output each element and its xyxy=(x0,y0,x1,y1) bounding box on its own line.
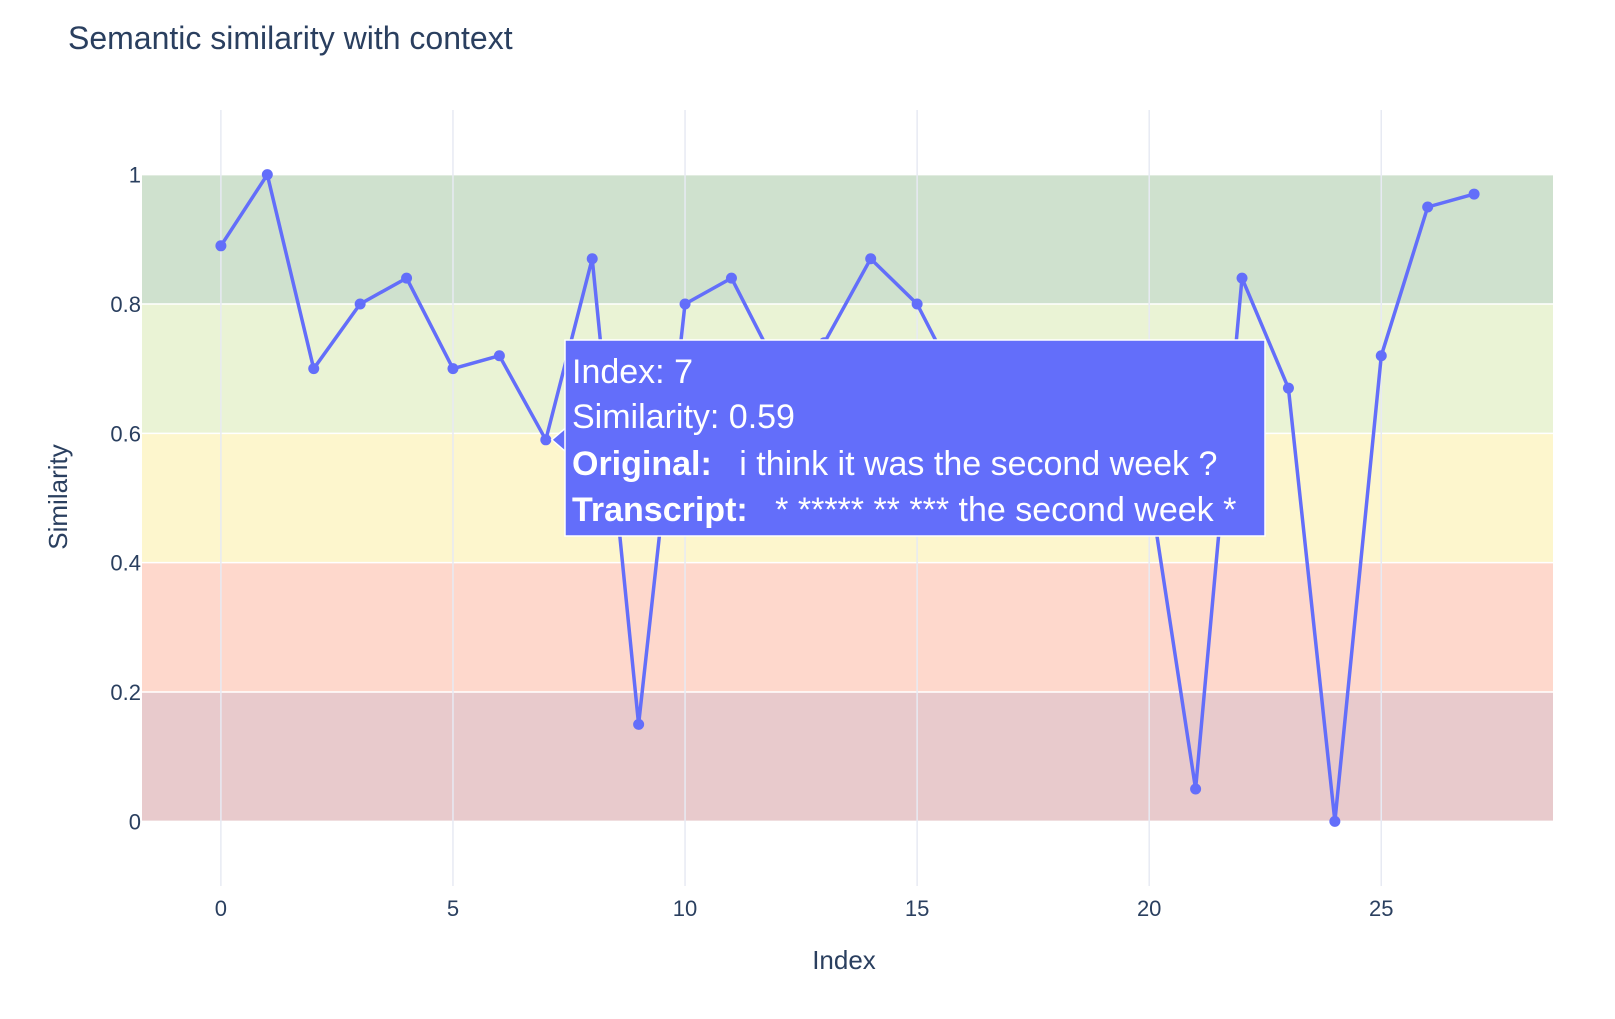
data-point-9 xyxy=(633,718,645,730)
x-tick-label-2: 10 xyxy=(673,896,697,921)
y-axis-ticks: 0 0.2 0.4 0.6 0.8 1 xyxy=(110,163,141,835)
tooltip-transcript-text: * ***** ** *** the second week * xyxy=(775,491,1236,529)
x-tick-label-4: 20 xyxy=(1137,896,1161,921)
y-tick-label-1: 0.2 xyxy=(110,680,141,705)
band-0 xyxy=(142,174,1553,304)
data-point-7 xyxy=(540,434,552,446)
data-point-26 xyxy=(1422,201,1434,213)
data-point-3 xyxy=(354,298,366,310)
data-point-23 xyxy=(1282,382,1294,394)
tooltip-original-text: i think it was the second week ? xyxy=(739,445,1217,483)
tooltip-index: Index: 7 xyxy=(572,353,693,391)
x-tick-label-3: 15 xyxy=(905,896,929,921)
data-point-6 xyxy=(493,350,505,362)
x-tick-label-0: 0 xyxy=(215,896,227,921)
x-tick-label-1: 5 xyxy=(447,896,459,921)
tooltip-similarity: Similarity: 0.59 xyxy=(572,398,795,436)
data-point-8 xyxy=(586,253,598,265)
data-point-5 xyxy=(447,363,459,375)
x-axis-ticks: 0 5 10 15 20 25 xyxy=(215,896,1394,921)
y-tick-label-3: 0.6 xyxy=(110,421,141,446)
tooltip-transcript-label: Transcript: xyxy=(572,491,748,529)
tooltip-box xyxy=(564,339,1266,537)
data-point-27 xyxy=(1468,188,1480,200)
x-axis-title: Index xyxy=(812,945,876,975)
chart-title: Semantic similarity with context xyxy=(68,20,513,56)
x-tick-label-5: 25 xyxy=(1369,896,1393,921)
data-point-11 xyxy=(725,272,737,284)
y-tick-label-4: 0.8 xyxy=(110,292,141,317)
data-point-24 xyxy=(1329,815,1341,827)
tooltip-original-line: Original: i think it was the second week… xyxy=(572,445,1217,483)
band-4 xyxy=(142,692,1553,822)
series-line-0 xyxy=(219,172,1475,824)
y-tick-label-0: 0 xyxy=(129,809,141,834)
data-point-2 xyxy=(308,363,320,375)
data-point-4 xyxy=(401,272,413,284)
data-point-21 xyxy=(1190,783,1202,795)
hover-tooltip: Index: 7 Similarity: 0.59 Original: i th… xyxy=(550,339,1266,537)
band-3 xyxy=(142,562,1553,692)
data-point-15 xyxy=(911,298,923,310)
data-point-10 xyxy=(679,298,691,310)
y-axis-title: Similarity xyxy=(43,444,73,549)
data-point-14 xyxy=(865,253,877,265)
data-point-22 xyxy=(1236,272,1248,284)
y-tick-label-5: 1 xyxy=(129,163,141,188)
data-point-1 xyxy=(261,169,273,181)
tooltip-original-label: Original: xyxy=(572,445,712,483)
data-point-25 xyxy=(1375,350,1387,362)
tooltip-transcript-line: Transcript: * ***** ** *** the second we… xyxy=(572,491,1236,529)
data-point-0 xyxy=(215,240,227,252)
y-tick-label-2: 0.4 xyxy=(110,551,141,576)
